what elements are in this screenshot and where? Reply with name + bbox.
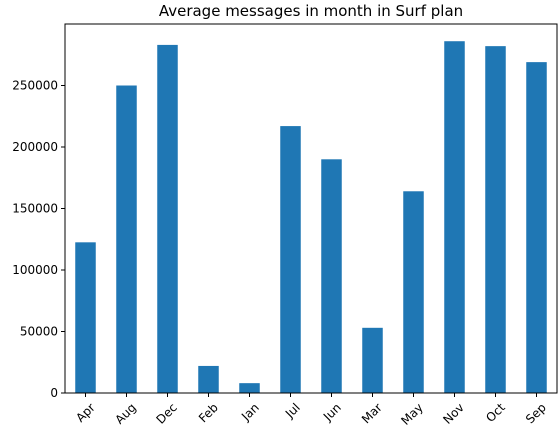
y-tick-label: 100000 (12, 263, 58, 277)
x-tick-label-feb: Feb (196, 400, 221, 425)
bars-group (75, 41, 547, 393)
x-tick-label-jul: Jul (282, 400, 303, 421)
y-tick-label: 200000 (12, 140, 58, 154)
y-tick-label: 0 (50, 386, 58, 400)
bar-dec (157, 44, 178, 393)
y-axis: 0 50000 100000 150000 200000 250000 (12, 79, 65, 400)
x-tick-label-dec: Dec (154, 400, 180, 426)
x-axis: Apr Aug Dec Feb Jan Jul Jun Mar May Nov Oct Sep (73, 393, 549, 428)
bar-jun (321, 159, 342, 393)
bar-mar (362, 327, 383, 393)
x-tick-label-nov: Nov (440, 400, 466, 426)
bar-feb (198, 365, 219, 393)
bar-sep (526, 62, 547, 393)
bar-jul (280, 126, 301, 393)
x-tick-label-jan: Jan (238, 400, 262, 424)
bar-nov (444, 41, 465, 393)
bar-aug (116, 85, 137, 393)
x-tick-label-may: May (398, 400, 425, 427)
chart-title: Average messages in month in Surf plan (159, 2, 463, 20)
bar-apr (75, 242, 96, 393)
y-tick-label: 50000 (20, 325, 58, 339)
x-tick-label-mar: Mar (359, 400, 385, 426)
bar-oct (485, 46, 506, 393)
x-tick-label-apr: Apr (73, 400, 98, 425)
plot-frame (64, 23, 558, 394)
y-tick-label: 150000 (12, 202, 58, 216)
x-tick-label-sep: Sep (523, 400, 549, 426)
y-tick-label: 250000 (12, 79, 58, 93)
bar-jan (239, 383, 260, 393)
bar-may (403, 191, 424, 393)
x-tick-label-aug: Aug (112, 400, 138, 426)
x-tick-label-jun: Jun (320, 400, 344, 424)
x-tick-label-oct: Oct (483, 400, 508, 425)
